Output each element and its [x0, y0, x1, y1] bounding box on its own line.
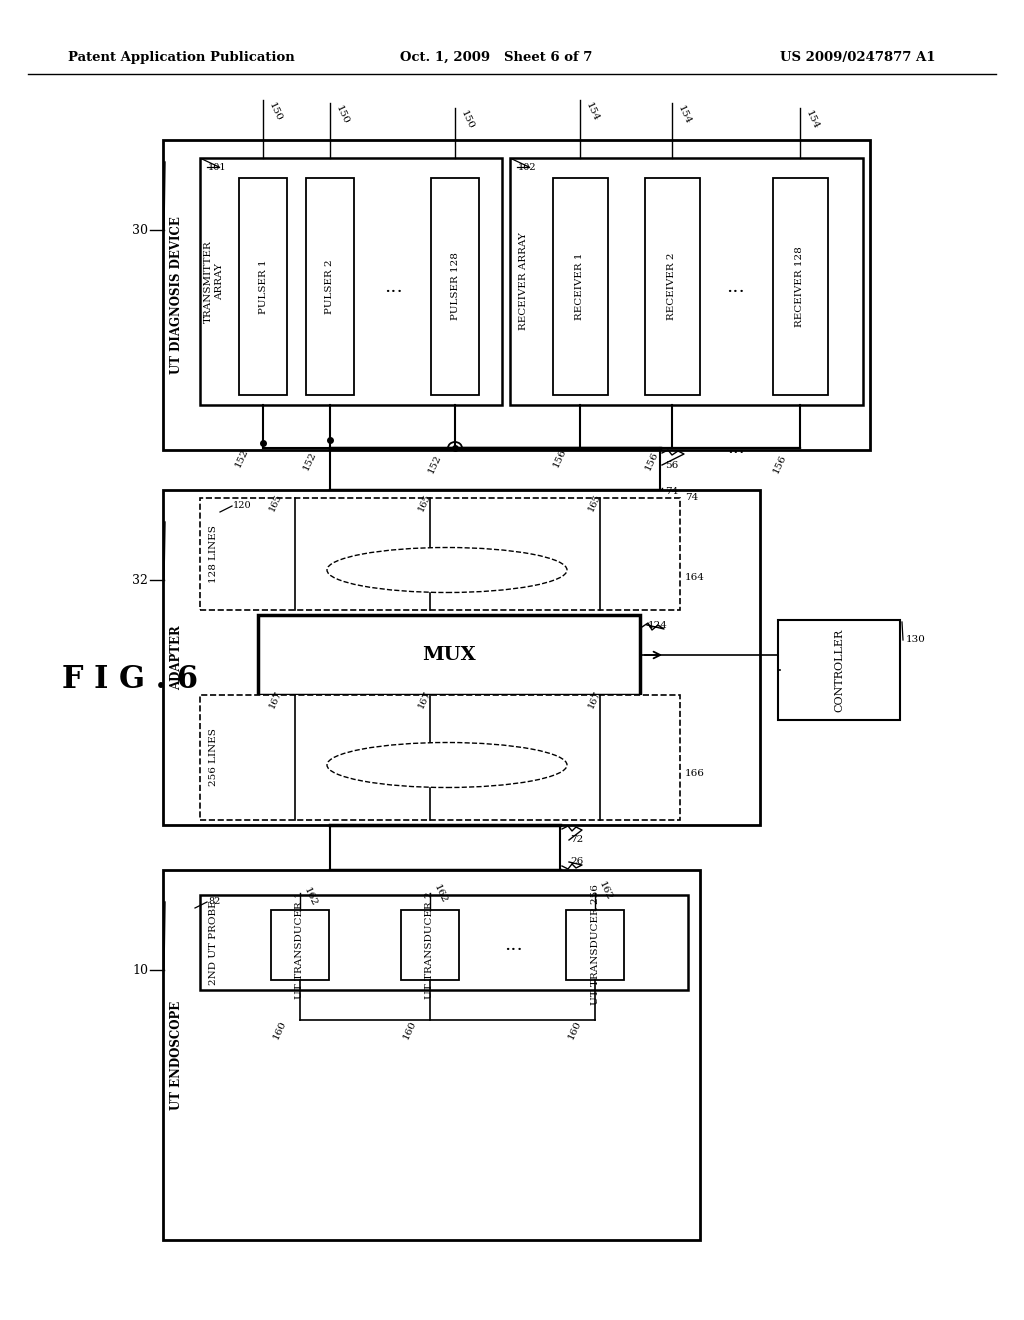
- Text: 167: 167: [267, 689, 283, 710]
- Bar: [200, 158, 502, 405]
- Text: 124: 124: [648, 620, 668, 630]
- Text: 154: 154: [804, 110, 820, 131]
- Text: 120: 120: [233, 502, 252, 511]
- Ellipse shape: [327, 742, 567, 788]
- Text: 74: 74: [685, 494, 698, 503]
- Bar: [163, 490, 760, 825]
- Text: 162: 162: [597, 880, 613, 902]
- Text: TRANSMITTER
ARRAY: TRANSMITTER ARRAY: [205, 240, 223, 323]
- Text: 156: 156: [771, 453, 788, 475]
- Bar: [644, 178, 699, 395]
- Bar: [306, 178, 354, 395]
- Text: 166: 166: [685, 768, 705, 777]
- Text: UT TRANSDUCER 1: UT TRANSDUCER 1: [296, 891, 304, 999]
- Text: RECEIVER 1: RECEIVER 1: [575, 252, 585, 321]
- Text: 160: 160: [401, 1019, 418, 1041]
- Text: ...: ...: [506, 748, 524, 766]
- Bar: [778, 620, 900, 719]
- Text: 10: 10: [132, 964, 148, 977]
- Text: 152: 152: [426, 453, 443, 475]
- Text: UT TRANSDUCER 2: UT TRANSDUCER 2: [426, 891, 434, 999]
- Text: 160: 160: [566, 1019, 583, 1041]
- Text: UT DIAGNOSIS DEVICE: UT DIAGNOSIS DEVICE: [171, 216, 183, 374]
- Text: ...: ...: [384, 279, 402, 296]
- Text: 160: 160: [271, 1019, 288, 1041]
- Bar: [239, 178, 287, 395]
- Text: ...: ...: [727, 440, 744, 457]
- Text: 165: 165: [586, 492, 602, 513]
- Text: 30: 30: [132, 223, 148, 236]
- Text: 150: 150: [267, 102, 284, 123]
- Text: ...: ...: [504, 936, 522, 954]
- Bar: [510, 158, 863, 405]
- Text: 152: 152: [233, 447, 250, 469]
- Text: PULSER 128: PULSER 128: [451, 252, 460, 321]
- Text: 154: 154: [584, 102, 600, 123]
- Text: Oct. 1, 2009   Sheet 6 of 7: Oct. 1, 2009 Sheet 6 of 7: [400, 50, 592, 63]
- Text: UT TRANSDUCER 256: UT TRANSDUCER 256: [591, 884, 599, 1006]
- Text: ...: ...: [506, 545, 524, 564]
- Text: 156: 156: [552, 447, 568, 469]
- Text: 130: 130: [906, 635, 926, 644]
- Bar: [163, 870, 700, 1239]
- Text: F I G . 6: F I G . 6: [62, 664, 198, 696]
- Text: 156: 156: [643, 450, 660, 473]
- Text: RECEIVER 2: RECEIVER 2: [668, 252, 677, 321]
- Bar: [566, 909, 624, 979]
- Text: 150: 150: [459, 110, 475, 131]
- Text: ...: ...: [727, 279, 745, 296]
- Bar: [200, 895, 688, 990]
- Text: PULSER 1: PULSER 1: [258, 259, 267, 314]
- Bar: [200, 498, 680, 610]
- Text: 164: 164: [685, 573, 705, 582]
- Text: 101: 101: [208, 162, 226, 172]
- Text: 32: 32: [132, 573, 148, 586]
- Text: 82: 82: [208, 898, 220, 907]
- Text: 102: 102: [518, 162, 537, 172]
- Bar: [431, 178, 479, 395]
- Bar: [401, 909, 459, 979]
- Text: CONTROLLER: CONTROLLER: [834, 628, 844, 711]
- Bar: [258, 615, 640, 696]
- Text: 128 LINES: 128 LINES: [210, 525, 218, 583]
- Text: 165: 165: [267, 492, 283, 513]
- Text: 26: 26: [570, 858, 584, 866]
- Bar: [200, 696, 680, 820]
- Text: MUX: MUX: [422, 645, 476, 664]
- Text: 2ND UT PROBE: 2ND UT PROBE: [210, 900, 218, 985]
- Bar: [163, 140, 870, 450]
- Text: 256 LINES: 256 LINES: [210, 729, 218, 787]
- Text: 56: 56: [665, 461, 678, 470]
- Text: 167: 167: [586, 689, 602, 710]
- Bar: [772, 178, 827, 395]
- Ellipse shape: [327, 548, 567, 593]
- Text: 72: 72: [570, 836, 584, 845]
- Text: Patent Application Publication: Patent Application Publication: [68, 50, 295, 63]
- Text: 162: 162: [432, 883, 449, 906]
- Text: 150: 150: [334, 104, 350, 125]
- Text: 165: 165: [416, 492, 432, 513]
- Bar: [271, 909, 329, 979]
- Text: 167: 167: [416, 689, 432, 710]
- Text: 162: 162: [302, 886, 318, 908]
- Text: ADAPTER: ADAPTER: [171, 626, 183, 690]
- Text: RECEIVER ARRAY: RECEIVER ARRAY: [519, 232, 528, 330]
- Text: UT ENDOSCOPE: UT ENDOSCOPE: [171, 1001, 183, 1110]
- Text: US 2009/0247877 A1: US 2009/0247877 A1: [780, 50, 936, 63]
- Text: 152: 152: [301, 450, 318, 473]
- Text: 74: 74: [665, 487, 678, 496]
- Text: PULSER 2: PULSER 2: [326, 259, 335, 314]
- Bar: [553, 178, 607, 395]
- Text: RECEIVER 128: RECEIVER 128: [796, 246, 805, 327]
- Text: 154: 154: [676, 104, 692, 125]
